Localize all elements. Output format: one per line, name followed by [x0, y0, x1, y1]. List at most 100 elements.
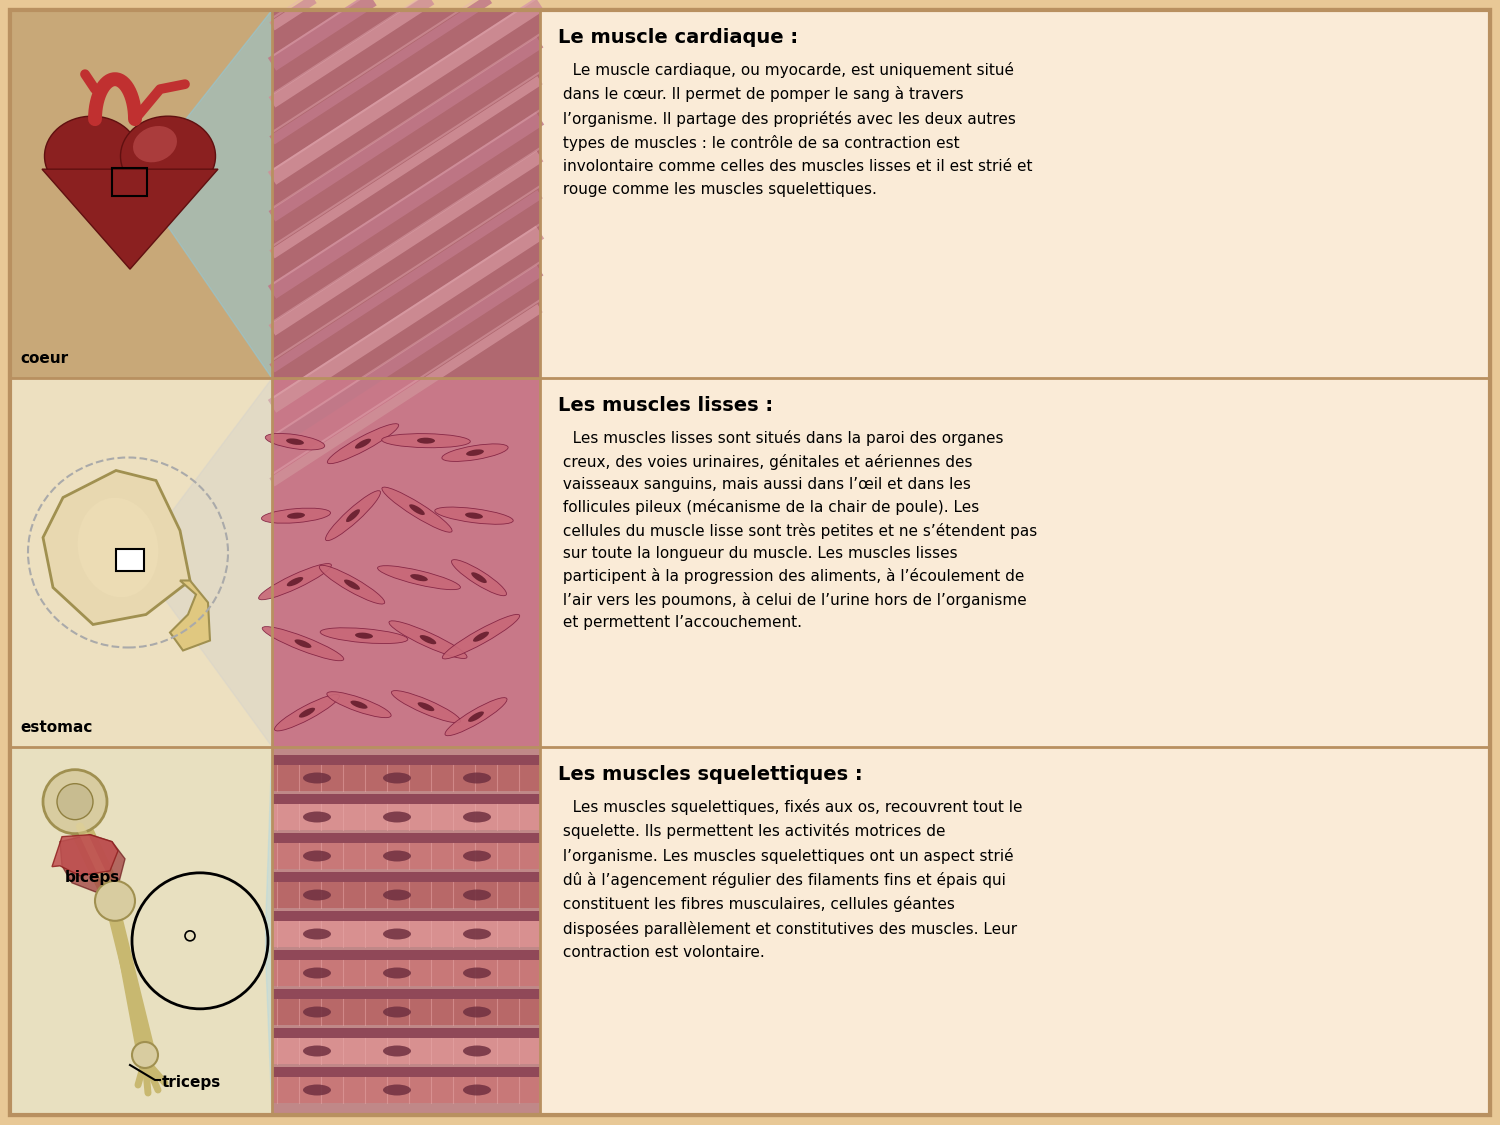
Ellipse shape	[472, 631, 489, 641]
Polygon shape	[147, 10, 272, 378]
Bar	[540, 747, 1490, 1115]
Ellipse shape	[346, 510, 360, 522]
Text: Les muscles squelettiques :: Les muscles squelettiques :	[558, 765, 862, 784]
Circle shape	[132, 1042, 158, 1068]
Text: Les muscles lisses sont situés dans la paroi des organes
 creux, des voies urina: Les muscles lisses sont situés dans la p…	[558, 431, 1038, 630]
Text: Les muscles lisses :: Les muscles lisses :	[558, 396, 772, 415]
Circle shape	[57, 784, 93, 820]
Ellipse shape	[298, 708, 315, 718]
Ellipse shape	[446, 698, 507, 736]
Bar	[272, 755, 540, 765]
Ellipse shape	[464, 1084, 490, 1096]
Ellipse shape	[420, 634, 436, 645]
Text: Le muscle cardiaque :: Le muscle cardiaque :	[558, 28, 798, 47]
Polygon shape	[53, 835, 118, 876]
Bar	[272, 882, 540, 908]
Bar	[540, 10, 1490, 378]
Bar	[272, 960, 540, 986]
Ellipse shape	[464, 1045, 490, 1056]
Ellipse shape	[382, 1084, 411, 1096]
Ellipse shape	[274, 694, 339, 731]
Ellipse shape	[303, 773, 332, 783]
Text: estomac: estomac	[20, 720, 93, 735]
Ellipse shape	[382, 487, 452, 532]
Ellipse shape	[286, 513, 304, 519]
Bar	[272, 765, 540, 791]
Circle shape	[94, 881, 135, 921]
Ellipse shape	[417, 702, 435, 711]
Bar	[10, 10, 272, 378]
Ellipse shape	[78, 497, 159, 597]
Ellipse shape	[382, 1007, 411, 1017]
Ellipse shape	[258, 564, 332, 600]
Ellipse shape	[382, 1045, 411, 1056]
Ellipse shape	[382, 773, 411, 783]
Bar	[272, 1038, 540, 1064]
Ellipse shape	[356, 439, 370, 449]
Ellipse shape	[392, 691, 460, 722]
Ellipse shape	[382, 850, 411, 862]
Ellipse shape	[464, 928, 490, 939]
Bar	[272, 950, 540, 960]
Bar	[272, 794, 540, 804]
Bar	[272, 378, 540, 747]
Text: Les muscles squelettiques, fixés aux os, recouvrent tout le
 squelette. Ils perm: Les muscles squelettiques, fixés aux os,…	[558, 799, 1023, 960]
Polygon shape	[60, 835, 124, 893]
Ellipse shape	[303, 850, 332, 862]
Ellipse shape	[261, 508, 330, 523]
Ellipse shape	[410, 504, 424, 515]
Ellipse shape	[45, 116, 140, 196]
Polygon shape	[144, 378, 272, 747]
Ellipse shape	[381, 433, 471, 448]
Ellipse shape	[464, 1007, 490, 1017]
Ellipse shape	[344, 579, 360, 590]
Ellipse shape	[382, 811, 411, 822]
Bar	[112, 168, 147, 196]
Ellipse shape	[320, 565, 384, 604]
Bar	[272, 999, 540, 1025]
Ellipse shape	[327, 692, 392, 718]
Bar	[272, 1077, 540, 1102]
Ellipse shape	[468, 711, 484, 722]
Ellipse shape	[326, 490, 381, 541]
Text: Le muscle cardiaque, ou myocarde, est uniquement situé
 dans le cœur. Il permet : Le muscle cardiaque, ou myocarde, est un…	[558, 62, 1032, 197]
Ellipse shape	[452, 559, 507, 596]
Ellipse shape	[382, 928, 411, 939]
Ellipse shape	[134, 126, 177, 162]
Ellipse shape	[382, 890, 411, 900]
Ellipse shape	[466, 449, 484, 456]
Ellipse shape	[410, 574, 428, 582]
Polygon shape	[42, 169, 218, 269]
Ellipse shape	[266, 433, 324, 450]
Ellipse shape	[120, 116, 216, 196]
Bar	[272, 921, 540, 947]
Polygon shape	[266, 747, 272, 1115]
Bar	[272, 804, 540, 830]
Ellipse shape	[378, 566, 460, 590]
Polygon shape	[170, 580, 210, 650]
Ellipse shape	[464, 811, 490, 822]
Ellipse shape	[388, 621, 466, 658]
Bar	[272, 843, 540, 868]
Ellipse shape	[286, 577, 303, 586]
Ellipse shape	[464, 773, 490, 783]
Text: coeur: coeur	[20, 351, 68, 367]
Ellipse shape	[294, 639, 312, 648]
Ellipse shape	[351, 701, 368, 709]
Bar	[272, 747, 540, 1115]
Bar	[10, 378, 272, 747]
Ellipse shape	[303, 968, 332, 979]
Ellipse shape	[303, 1045, 332, 1056]
Ellipse shape	[262, 627, 344, 660]
Ellipse shape	[464, 968, 490, 979]
Ellipse shape	[303, 890, 332, 900]
Ellipse shape	[465, 513, 483, 519]
Ellipse shape	[303, 811, 332, 822]
Bar	[116, 549, 144, 570]
Bar	[272, 989, 540, 999]
Ellipse shape	[303, 1007, 332, 1017]
Circle shape	[44, 770, 106, 834]
Ellipse shape	[471, 573, 488, 583]
Text: biceps: biceps	[64, 870, 120, 884]
Ellipse shape	[417, 438, 435, 443]
